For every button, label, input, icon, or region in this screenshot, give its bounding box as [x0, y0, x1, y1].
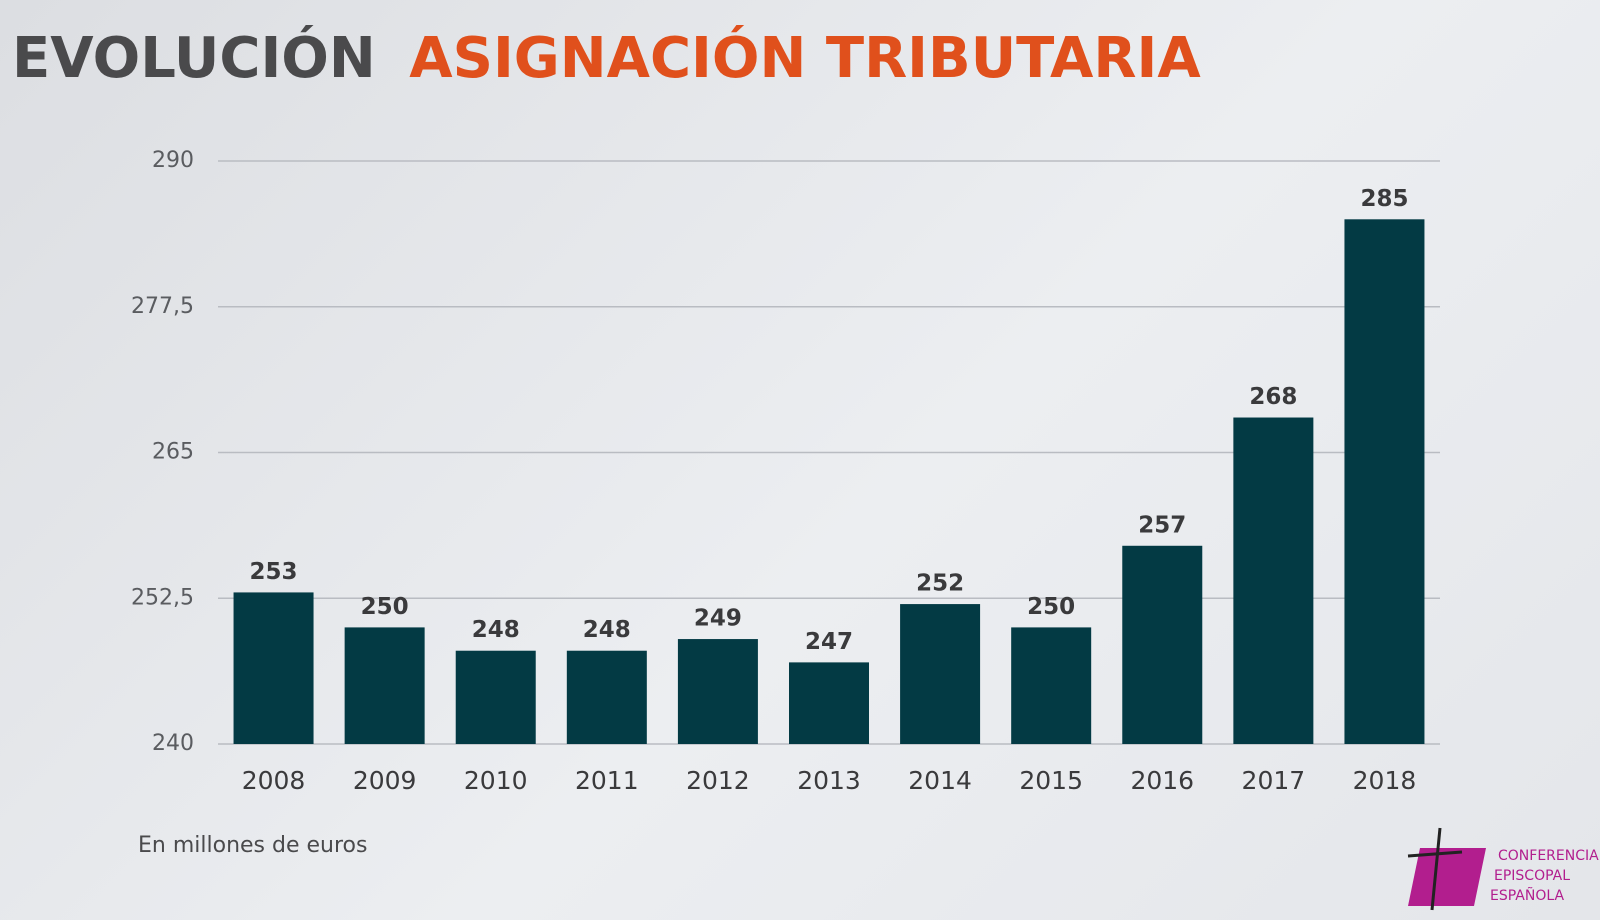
value-label: 253: [250, 559, 298, 585]
bar: [789, 662, 869, 744]
title-part: EVOLUCIÓN: [12, 26, 376, 91]
bar: [344, 627, 425, 744]
value-label: 268: [1249, 384, 1297, 410]
value-label: 250: [361, 594, 409, 620]
y-tick-label: 252,5: [131, 585, 194, 610]
value-label: 285: [1360, 186, 1408, 212]
bar: [233, 592, 314, 744]
note: En millones de euros: [138, 833, 367, 858]
y-tick-label: 265: [152, 440, 194, 465]
logo-cross: [1407, 850, 1463, 858]
x-tick-label: 2017: [1242, 766, 1306, 795]
bar: [1011, 627, 1092, 744]
x-tick-label: 2014: [908, 766, 972, 795]
logo-text: EPISCOPAL: [1494, 868, 1570, 884]
y-tick-label: 240: [152, 731, 194, 756]
logo-text: CONFERENCIA: [1498, 848, 1599, 864]
x-tick-label: 2011: [575, 766, 639, 795]
y-tick-label: 290: [152, 148, 194, 173]
value-label: 248: [583, 617, 631, 643]
x-tick-label: 2010: [464, 766, 528, 795]
value-label: 257: [1138, 512, 1186, 538]
x-tick-label: 2016: [1130, 766, 1194, 795]
bar: [1233, 417, 1314, 744]
x-tick-label: 2012: [686, 766, 750, 795]
x-tick-label: 2015: [1019, 766, 1083, 795]
bar: [900, 604, 981, 744]
value-label: 248: [472, 617, 520, 643]
chart-title: EVOLUCIÓN ASIGNACIÓN TRIBUTARIA: [12, 26, 1201, 91]
logo-cross: [1430, 827, 1442, 911]
value-label: 252: [916, 571, 964, 597]
logo: CONFERENCIA EPISCOPAL ESPAÑOLA: [1407, 827, 1599, 911]
bar: [1344, 219, 1425, 745]
logo-text: ESPAÑOLA: [1490, 887, 1564, 904]
x-tick-label: 2008: [242, 766, 306, 795]
value-label: 250: [1027, 594, 1075, 620]
value-label: 249: [694, 606, 742, 632]
bar: [455, 650, 536, 744]
bar: [566, 650, 647, 744]
x-tick-label: 2013: [797, 766, 861, 795]
y-tick-label: 277,5: [131, 294, 194, 319]
logo-shape: [1408, 848, 1486, 906]
value-label: 247: [805, 629, 853, 655]
x-tick-label: 2018: [1353, 766, 1417, 795]
bar: [677, 639, 758, 744]
title-part: ASIGNACIÓN TRIBUTARIA: [409, 26, 1201, 91]
bar: [1122, 545, 1203, 744]
x-tick-label: 2009: [353, 766, 417, 795]
